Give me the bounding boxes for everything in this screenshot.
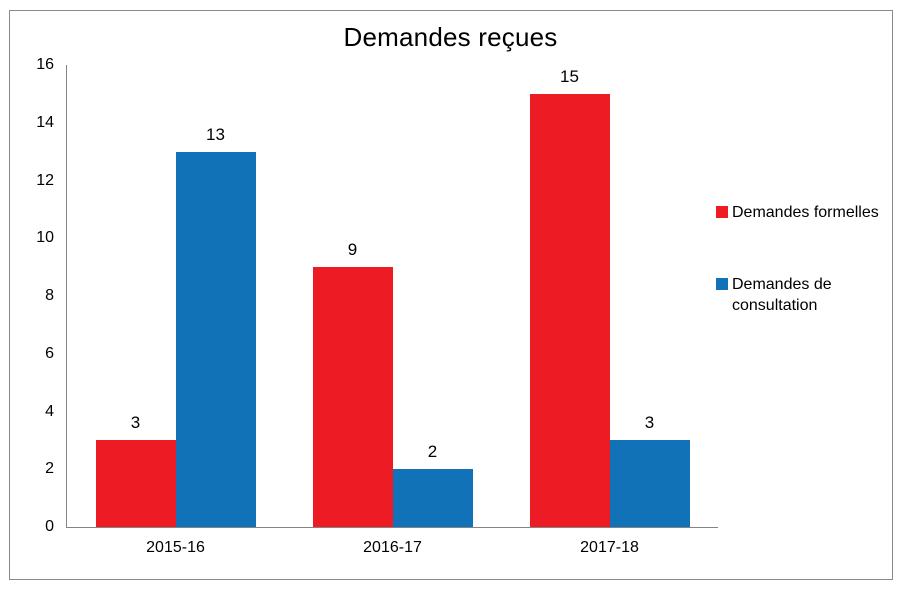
bar-value-label: 15 [560, 66, 579, 86]
bar-value-label: 3 [644, 413, 655, 433]
bar-value-label: 9 [347, 240, 358, 260]
legend: Demandes formelles Demandes de consultati… [716, 202, 884, 367]
bar-series1 [95, 440, 176, 527]
bar-series1 [529, 93, 610, 527]
bar-series2 [392, 469, 473, 527]
y-axis-tick-label: 16 [36, 56, 54, 73]
bar-value-label: 2 [427, 442, 438, 462]
x-axis-category-label: 2016-17 [363, 539, 422, 556]
bar-value-label: 13 [206, 124, 225, 144]
bar-value-label: 3 [130, 413, 141, 433]
x-axis-category-label: 2015-16 [146, 539, 205, 556]
bar-series2 [175, 151, 256, 527]
y-axis-tick-label: 0 [45, 518, 54, 535]
legend-label: Demandes de consultation [732, 275, 832, 315]
y-axis-tick-label: 12 [36, 171, 54, 189]
y-axis-tick-label: 8 [45, 287, 54, 304]
bar-series1 [312, 267, 393, 527]
y-axis-tick-label: 10 [36, 229, 54, 247]
y-axis-tick-label: 4 [45, 402, 54, 420]
y-axis-tick-label: 14 [36, 113, 54, 131]
legend-item: Demandes formelles [716, 202, 884, 224]
legend-label: Demandes formelles [732, 204, 879, 221]
chart-title: Demandes reçues [343, 22, 558, 52]
legend-item: Demandes de consultation [716, 274, 884, 317]
y-axis-tick-label: 6 [45, 344, 54, 362]
plot-area: 0 2 4 6 8 10 12 14 16 3 13 2015-16 9 2 2016-17 15 3 2017-… [36, 56, 718, 556]
bar-series2 [609, 440, 690, 527]
x-axis-category-label: 2017-18 [580, 539, 639, 556]
legend-swatch [716, 206, 728, 218]
legend-swatch [716, 277, 728, 290]
y-axis-tick-label: 2 [45, 460, 54, 478]
